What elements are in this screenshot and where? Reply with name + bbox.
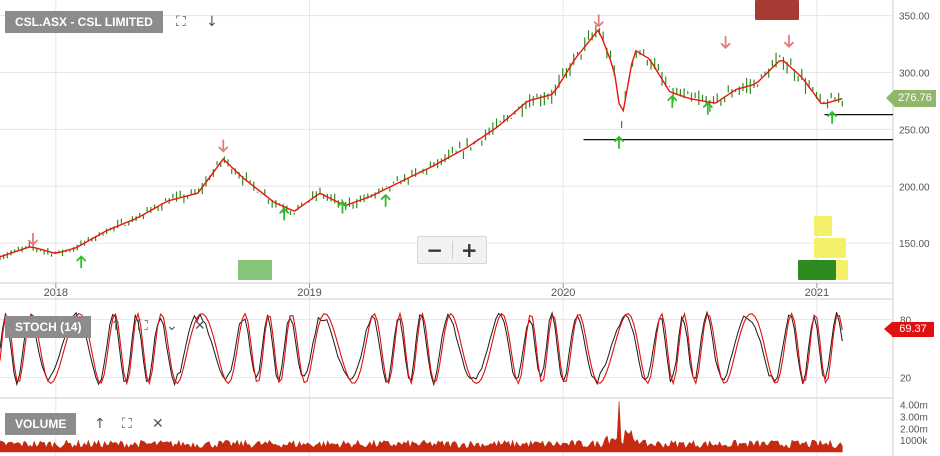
buy-signal-arrow — [702, 101, 713, 115]
stoch-value-marker: 69.37 — [884, 322, 934, 337]
symbol-label[interactable]: CSL.ASX - CSL LIMITED — [5, 11, 163, 33]
volume-tick-label: 1000k — [900, 436, 928, 447]
sell-signal-arrow — [784, 34, 794, 48]
buy-signal-arrow — [380, 193, 391, 207]
move-up-icon[interactable]: ↑ — [110, 318, 122, 334]
buy-signal-arrow — [827, 110, 838, 124]
volume-bars — [0, 401, 843, 453]
x-tick-label: 2021 — [805, 287, 829, 299]
note-badge-3[interactable] — [836, 260, 848, 280]
x-tick-label: 2020 — [551, 287, 575, 299]
last-price-marker: 276.76 — [886, 90, 936, 107]
fullscreen-icon[interactable]: ⛶ — [138, 318, 148, 334]
x-tick-label: 2019 — [297, 287, 321, 299]
stoch-label[interactable]: STOCH (14) — [5, 316, 92, 338]
stoch-tick-label: 80 — [900, 315, 912, 326]
zoom-in-button[interactable]: + — [460, 238, 478, 262]
buy-signal-arrow — [337, 200, 348, 214]
signal-badge-2021[interactable] — [798, 260, 836, 280]
sell-signal-arrow — [720, 35, 731, 50]
download-arrow-icon[interactable]: ↓ — [206, 14, 218, 30]
buy-signal-arrow — [76, 255, 87, 269]
volume-tick-label: 2.00m — [900, 424, 928, 435]
move-up-icon[interactable]: ↑ — [94, 416, 106, 432]
collapse-icon[interactable]: ⌄ — [166, 318, 178, 334]
note-badge-2[interactable] — [814, 238, 846, 258]
y-tick-label: 350.00 — [899, 12, 930, 23]
stoch-k-line — [0, 310, 843, 387]
fullscreen-icon[interactable]: ⛶ — [176, 14, 186, 30]
volume-tick-label: 4.00m — [900, 401, 928, 412]
sell-signal-arrow — [593, 14, 604, 28]
volume-label[interactable]: VOLUME — [5, 413, 77, 435]
buy-signal-arrow — [279, 207, 290, 221]
buy-signal-arrow — [614, 135, 624, 149]
close-icon[interactable]: ✕ — [194, 318, 206, 334]
buy-signal-arrow — [667, 94, 678, 109]
y-tick-label: 150.00 — [899, 239, 930, 250]
sell-signal-arrow — [28, 232, 38, 246]
signal-badge-2018[interactable] — [238, 260, 272, 280]
alert-badge-top[interactable] — [755, 0, 799, 20]
volume-tick-label: 3.00m — [900, 413, 928, 424]
note-badge-1[interactable] — [814, 216, 832, 236]
x-tick-label: 2018 — [44, 287, 68, 299]
y-tick-label: 250.00 — [899, 125, 930, 136]
zoom-control: − + — [417, 236, 487, 264]
zoom-divider — [451, 241, 453, 259]
zoom-out-button[interactable]: − — [426, 238, 444, 262]
fullscreen-icon[interactable]: ⛶ — [122, 416, 132, 432]
stoch-d-line — [0, 311, 843, 386]
y-tick-label: 200.00 — [899, 182, 930, 193]
sell-signal-arrow — [218, 139, 229, 153]
moving-average-line — [0, 28, 843, 258]
y-tick-label: 300.00 — [899, 69, 930, 80]
stoch-tick-label: 20 — [900, 374, 912, 385]
close-icon[interactable]: ✕ — [152, 416, 164, 432]
